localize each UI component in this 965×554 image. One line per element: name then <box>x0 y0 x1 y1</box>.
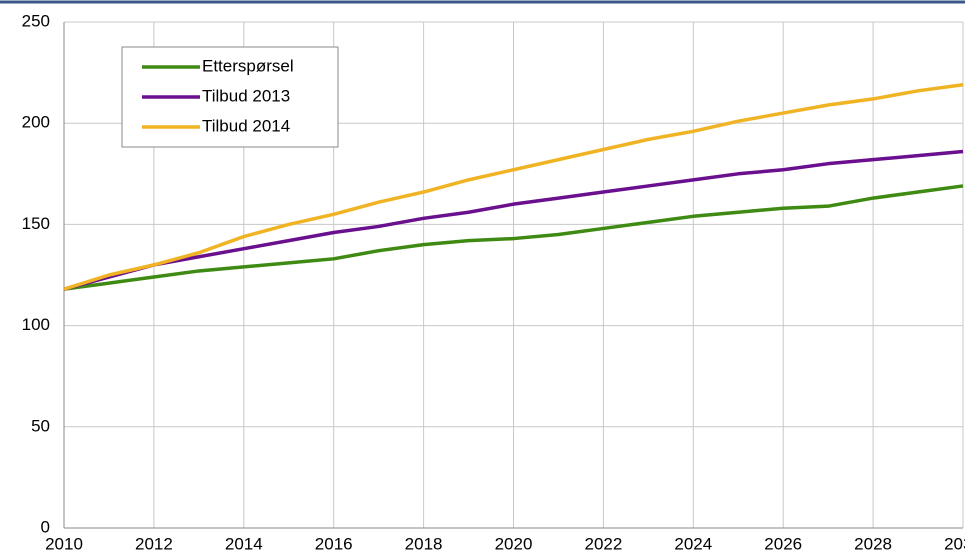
legend-label: Tilbud 2014 <box>202 116 290 135</box>
x-tick-label: 2016 <box>315 534 353 553</box>
series-line <box>63 149 964 291</box>
x-tick-label: 2020 <box>495 534 533 553</box>
y-tick-label: 100 <box>22 315 50 334</box>
y-tick-label: 0 <box>41 517 50 536</box>
legend-label: Tilbud 2013 <box>202 86 290 105</box>
y-tick-label: 150 <box>22 214 50 233</box>
x-tick-label: 2024 <box>674 534 712 553</box>
x-tick-label: 2030 <box>944 534 965 553</box>
x-tick-label: 2026 <box>764 534 802 553</box>
y-tick-label: 250 <box>22 11 50 30</box>
x-tick-label: 2010 <box>45 534 83 553</box>
x-tick-label: 2028 <box>854 534 892 553</box>
x-tick-label: 2022 <box>584 534 622 553</box>
y-tick-label: 200 <box>22 113 50 132</box>
y-tick-label: 50 <box>31 416 50 435</box>
x-tick-label: 2014 <box>225 534 263 553</box>
x-tick-label: 2018 <box>405 534 443 553</box>
legend-label: Etterspørsel <box>202 56 294 75</box>
series-line <box>63 83 964 291</box>
series-line <box>63 184 964 291</box>
x-tick-label: 2012 <box>135 534 173 553</box>
